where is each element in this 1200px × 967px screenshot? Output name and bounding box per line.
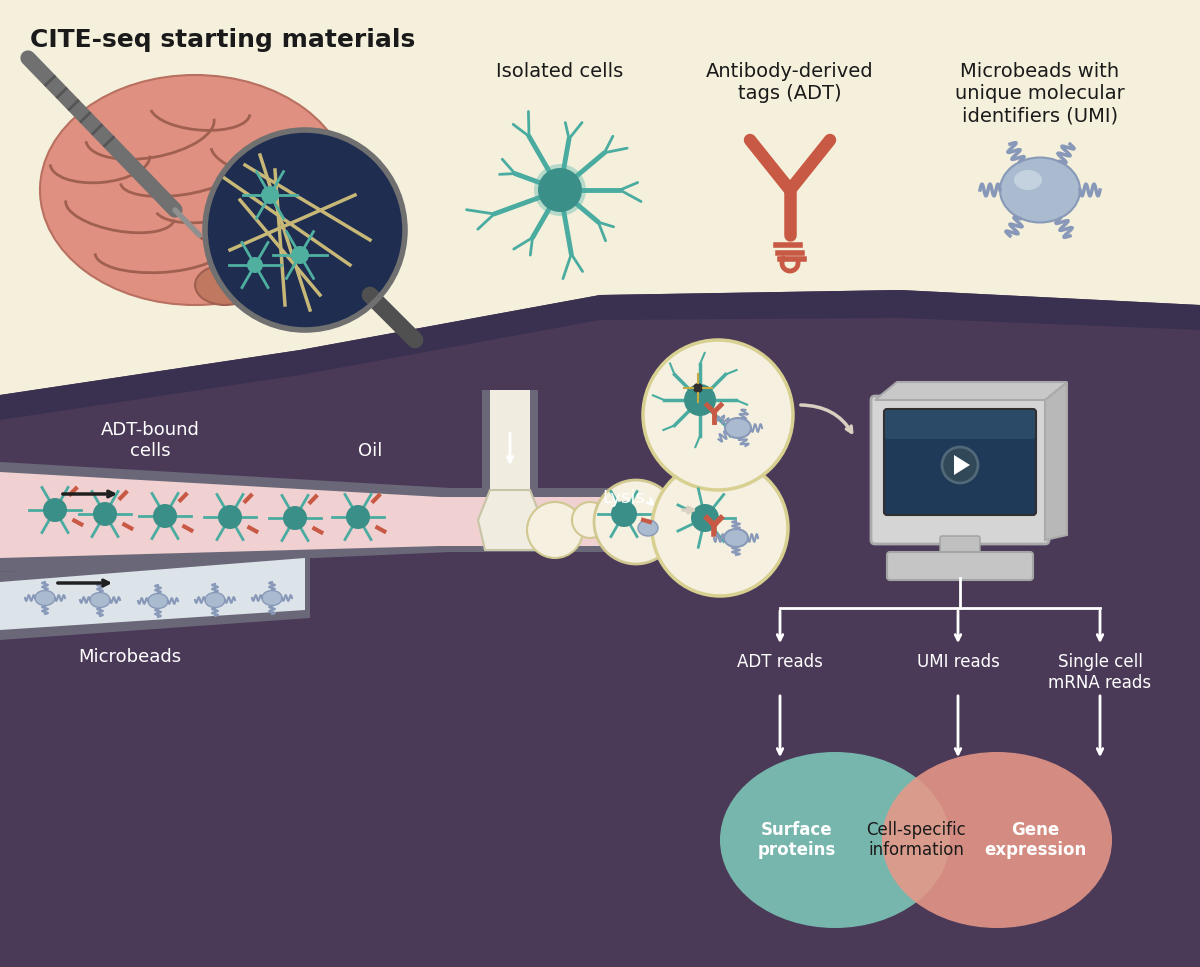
Circle shape bbox=[652, 460, 788, 596]
Circle shape bbox=[611, 501, 637, 527]
Ellipse shape bbox=[40, 75, 350, 305]
Circle shape bbox=[534, 164, 586, 216]
Text: Microbeads: Microbeads bbox=[78, 648, 181, 666]
Circle shape bbox=[94, 502, 118, 526]
Ellipse shape bbox=[638, 520, 658, 536]
Polygon shape bbox=[490, 390, 530, 490]
Text: ADT reads: ADT reads bbox=[737, 653, 823, 671]
Ellipse shape bbox=[35, 591, 55, 605]
Polygon shape bbox=[0, 290, 1200, 967]
Ellipse shape bbox=[725, 418, 751, 438]
Polygon shape bbox=[0, 290, 1200, 420]
Polygon shape bbox=[0, 552, 310, 640]
Text: UMI reads: UMI reads bbox=[917, 653, 1000, 671]
FancyBboxPatch shape bbox=[887, 552, 1033, 580]
FancyBboxPatch shape bbox=[871, 396, 1049, 544]
Text: Isolated cells: Isolated cells bbox=[497, 62, 624, 81]
FancyBboxPatch shape bbox=[884, 409, 1036, 515]
Circle shape bbox=[691, 504, 719, 532]
Ellipse shape bbox=[262, 591, 282, 605]
Text: Surface
proteins: Surface proteins bbox=[758, 821, 836, 860]
Ellipse shape bbox=[720, 752, 950, 928]
Circle shape bbox=[527, 502, 583, 558]
Circle shape bbox=[942, 447, 978, 483]
Text: Microbeads with
unique molecular
identifiers (UMI): Microbeads with unique molecular identif… bbox=[955, 62, 1124, 125]
Polygon shape bbox=[1045, 382, 1067, 540]
Circle shape bbox=[205, 130, 406, 330]
Ellipse shape bbox=[1014, 170, 1042, 190]
Ellipse shape bbox=[194, 265, 256, 305]
FancyBboxPatch shape bbox=[886, 410, 1034, 439]
Circle shape bbox=[43, 498, 67, 522]
Polygon shape bbox=[954, 455, 970, 475]
Circle shape bbox=[292, 246, 310, 264]
Polygon shape bbox=[0, 558, 305, 630]
Circle shape bbox=[218, 505, 242, 529]
Circle shape bbox=[247, 257, 263, 273]
Text: Lysis: Lysis bbox=[602, 489, 646, 507]
Text: ADT-bound
cells: ADT-bound cells bbox=[101, 422, 199, 460]
Circle shape bbox=[643, 340, 793, 490]
Circle shape bbox=[346, 505, 370, 529]
Circle shape bbox=[572, 502, 608, 538]
Circle shape bbox=[283, 506, 307, 530]
Ellipse shape bbox=[724, 529, 748, 547]
FancyBboxPatch shape bbox=[940, 536, 980, 560]
Text: Gene
expression: Gene expression bbox=[984, 821, 1086, 860]
Circle shape bbox=[538, 168, 582, 212]
Circle shape bbox=[594, 480, 678, 564]
Polygon shape bbox=[482, 390, 538, 490]
Polygon shape bbox=[0, 472, 650, 558]
Polygon shape bbox=[875, 382, 1067, 400]
Ellipse shape bbox=[90, 593, 110, 607]
Circle shape bbox=[262, 186, 278, 204]
Circle shape bbox=[154, 504, 178, 528]
Ellipse shape bbox=[882, 752, 1112, 928]
Ellipse shape bbox=[205, 593, 226, 607]
Text: Single cell
mRNA reads: Single cell mRNA reads bbox=[1049, 653, 1152, 691]
Polygon shape bbox=[0, 462, 660, 572]
Circle shape bbox=[684, 384, 716, 416]
Text: Cell-specific
information: Cell-specific information bbox=[866, 821, 966, 860]
Circle shape bbox=[694, 383, 703, 393]
Ellipse shape bbox=[148, 594, 168, 608]
Text: Oil: Oil bbox=[358, 442, 382, 460]
Ellipse shape bbox=[1000, 158, 1080, 222]
Text: CITE-seq starting materials: CITE-seq starting materials bbox=[30, 28, 415, 52]
Text: Antibody-derived
tags (ADT): Antibody-derived tags (ADT) bbox=[706, 62, 874, 103]
Circle shape bbox=[599, 515, 625, 541]
Polygon shape bbox=[478, 490, 542, 550]
